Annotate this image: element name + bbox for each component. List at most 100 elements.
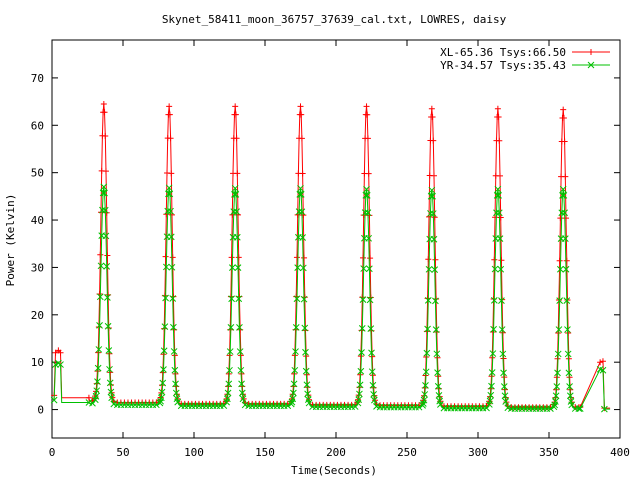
series-2-point bbox=[563, 297, 571, 304]
series-1-point bbox=[561, 138, 568, 145]
series-2-point bbox=[561, 209, 568, 217]
series-1-point bbox=[497, 214, 504, 221]
series-2-point bbox=[432, 326, 440, 333]
series-1-point bbox=[235, 254, 242, 261]
series-1-point bbox=[560, 106, 567, 113]
series-1-point bbox=[367, 255, 374, 262]
x-axis-label: Time(Seconds) bbox=[291, 464, 377, 477]
series-2-point bbox=[159, 379, 167, 387]
series-1-point bbox=[434, 354, 441, 361]
series-2-point bbox=[103, 262, 111, 270]
series-2-point bbox=[224, 389, 232, 397]
series-1-point bbox=[57, 349, 64, 356]
series-1-point bbox=[234, 170, 241, 177]
series-2-point bbox=[290, 380, 298, 388]
series-2-point bbox=[357, 367, 365, 375]
series-1-point bbox=[298, 135, 305, 142]
legend-marker-1 bbox=[588, 49, 594, 55]
series-2-point bbox=[550, 403, 558, 411]
series-2-point bbox=[299, 264, 307, 272]
series-2-point bbox=[301, 324, 309, 332]
series-2-point bbox=[161, 323, 169, 330]
series-2-point bbox=[601, 405, 608, 413]
series-2-point bbox=[160, 366, 167, 373]
series-2-point bbox=[236, 348, 244, 355]
series-2-point bbox=[292, 348, 299, 355]
series-2-point bbox=[422, 382, 429, 389]
series-2-point bbox=[360, 265, 368, 272]
series-2-point bbox=[566, 392, 574, 400]
series-2-point bbox=[164, 207, 172, 215]
series-2-point bbox=[99, 206, 106, 214]
series-2-point bbox=[96, 293, 104, 301]
chart-title: Skynet_58411_moon_36757_37639_cal.txt, L… bbox=[162, 13, 507, 26]
series-2-point bbox=[366, 296, 374, 304]
y-tick-label: 0 bbox=[37, 404, 44, 417]
series-2-point bbox=[298, 208, 306, 216]
series-2-point bbox=[561, 235, 569, 242]
series-2-point bbox=[233, 233, 241, 241]
series-line-2 bbox=[53, 186, 611, 410]
series-2-point bbox=[230, 208, 238, 215]
series-1-point bbox=[100, 100, 107, 107]
series-2-point bbox=[302, 367, 310, 375]
series-2-point bbox=[107, 388, 115, 396]
x-tick-label: 0 bbox=[49, 446, 56, 459]
series-2-point bbox=[368, 349, 375, 357]
series-2-point bbox=[101, 189, 108, 197]
series-2-point bbox=[237, 366, 245, 374]
series-2-point bbox=[304, 390, 311, 398]
series-2-point bbox=[370, 396, 378, 404]
series-2-point bbox=[422, 368, 430, 376]
series-2-point bbox=[294, 264, 302, 271]
series-2-point bbox=[234, 264, 242, 271]
series-2-point bbox=[495, 209, 503, 217]
series-2-point bbox=[428, 186, 436, 194]
series-1-point bbox=[597, 359, 604, 366]
series-2-point bbox=[99, 189, 107, 197]
series-2-point bbox=[429, 192, 436, 200]
series-1-point bbox=[102, 132, 109, 139]
series-1-point bbox=[563, 215, 570, 222]
series-2-point bbox=[369, 381, 377, 389]
series-2-point bbox=[292, 324, 300, 331]
series-2-point bbox=[167, 207, 174, 215]
series-2-point bbox=[558, 209, 566, 217]
series-2-point bbox=[367, 325, 375, 332]
series-1-point bbox=[299, 170, 306, 177]
series-2-point bbox=[502, 398, 510, 405]
series-2-point bbox=[495, 192, 502, 199]
series-2-point bbox=[575, 405, 583, 412]
series-2-point bbox=[361, 209, 369, 216]
series-2-point bbox=[358, 324, 366, 332]
series-1-point bbox=[101, 109, 108, 116]
series-2-point bbox=[170, 348, 178, 355]
series-2-point bbox=[556, 297, 564, 304]
series-2-point bbox=[434, 382, 442, 390]
series-2-point bbox=[427, 210, 434, 217]
y-tick-label: 30 bbox=[31, 261, 44, 274]
series-2-point bbox=[565, 369, 573, 377]
series-2-point bbox=[238, 389, 246, 397]
series-2-point bbox=[168, 263, 176, 271]
y-tick-label: 10 bbox=[31, 356, 44, 369]
series-1-point bbox=[492, 214, 499, 221]
series-2-point bbox=[355, 396, 363, 404]
series-2-point bbox=[491, 265, 499, 273]
series-2-point bbox=[490, 297, 498, 304]
y-tick-label: 60 bbox=[31, 119, 44, 132]
series-2-point bbox=[500, 369, 507, 377]
series-2-point bbox=[368, 368, 376, 376]
series-2-point bbox=[226, 348, 234, 355]
plot-area: 0 50 100 150 200 250 300 350 400 0 10 20 30 40 50 60 70 X… bbox=[31, 39, 630, 459]
x-tick-label: 250 bbox=[397, 446, 417, 459]
series-2-point bbox=[106, 365, 113, 373]
series-2-point bbox=[552, 398, 559, 405]
series-1-point bbox=[556, 257, 563, 264]
series-2-point bbox=[226, 366, 233, 374]
legend-marker-2 bbox=[587, 61, 595, 69]
series-2-point bbox=[100, 183, 108, 191]
series-2-point bbox=[433, 350, 441, 358]
